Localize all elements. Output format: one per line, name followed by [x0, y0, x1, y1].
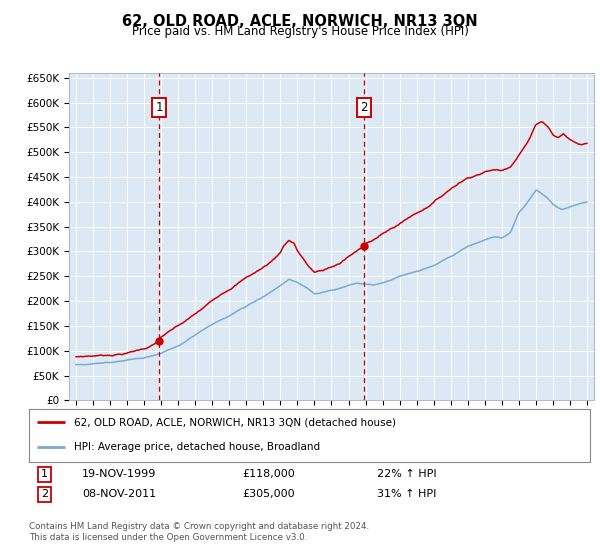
Text: 62, OLD ROAD, ACLE, NORWICH, NR13 3QN: 62, OLD ROAD, ACLE, NORWICH, NR13 3QN [122, 14, 478, 29]
Text: 1: 1 [41, 469, 48, 479]
Text: Price paid vs. HM Land Registry's House Price Index (HPI): Price paid vs. HM Land Registry's House … [131, 25, 469, 38]
Text: HPI: Average price, detached house, Broadland: HPI: Average price, detached house, Broa… [74, 442, 320, 452]
Text: £118,000: £118,000 [242, 469, 295, 479]
Text: This data is licensed under the Open Government Licence v3.0.: This data is licensed under the Open Gov… [29, 533, 307, 542]
Text: £305,000: £305,000 [242, 489, 295, 500]
Text: 31% ↑ HPI: 31% ↑ HPI [377, 489, 436, 500]
Text: 19-NOV-1999: 19-NOV-1999 [82, 469, 157, 479]
Text: Contains HM Land Registry data © Crown copyright and database right 2024.: Contains HM Land Registry data © Crown c… [29, 522, 369, 531]
Text: 08-NOV-2011: 08-NOV-2011 [82, 489, 156, 500]
Text: 22% ↑ HPI: 22% ↑ HPI [377, 469, 436, 479]
Text: 2: 2 [361, 101, 368, 114]
Text: 1: 1 [155, 101, 163, 114]
Text: 2: 2 [41, 489, 48, 500]
Text: 62, OLD ROAD, ACLE, NORWICH, NR13 3QN (detached house): 62, OLD ROAD, ACLE, NORWICH, NR13 3QN (d… [74, 417, 395, 427]
